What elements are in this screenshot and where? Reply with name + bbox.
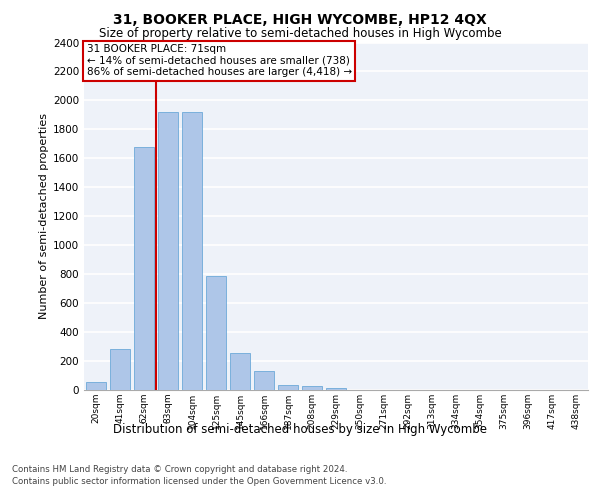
Bar bbox=[326, 388, 346, 390]
Bar bbox=[86, 382, 106, 390]
Bar bbox=[110, 350, 130, 390]
Text: 31, BOOKER PLACE, HIGH WYCOMBE, HP12 4QX: 31, BOOKER PLACE, HIGH WYCOMBE, HP12 4QX bbox=[113, 12, 487, 26]
Bar bbox=[182, 112, 202, 390]
Y-axis label: Number of semi-detached properties: Number of semi-detached properties bbox=[39, 114, 49, 320]
Text: 31 BOOKER PLACE: 71sqm
← 14% of semi-detached houses are smaller (738)
86% of se: 31 BOOKER PLACE: 71sqm ← 14% of semi-det… bbox=[86, 44, 352, 78]
Text: Size of property relative to semi-detached houses in High Wycombe: Size of property relative to semi-detach… bbox=[98, 28, 502, 40]
Bar bbox=[206, 276, 226, 390]
Text: Distribution of semi-detached houses by size in High Wycombe: Distribution of semi-detached houses by … bbox=[113, 422, 487, 436]
Bar bbox=[134, 147, 154, 390]
Bar bbox=[254, 371, 274, 390]
Text: Contains HM Land Registry data © Crown copyright and database right 2024.: Contains HM Land Registry data © Crown c… bbox=[12, 465, 347, 474]
Text: Contains public sector information licensed under the Open Government Licence v3: Contains public sector information licen… bbox=[12, 478, 386, 486]
Bar bbox=[158, 112, 178, 390]
Bar bbox=[302, 386, 322, 390]
Bar bbox=[230, 353, 250, 390]
Bar bbox=[278, 385, 298, 390]
